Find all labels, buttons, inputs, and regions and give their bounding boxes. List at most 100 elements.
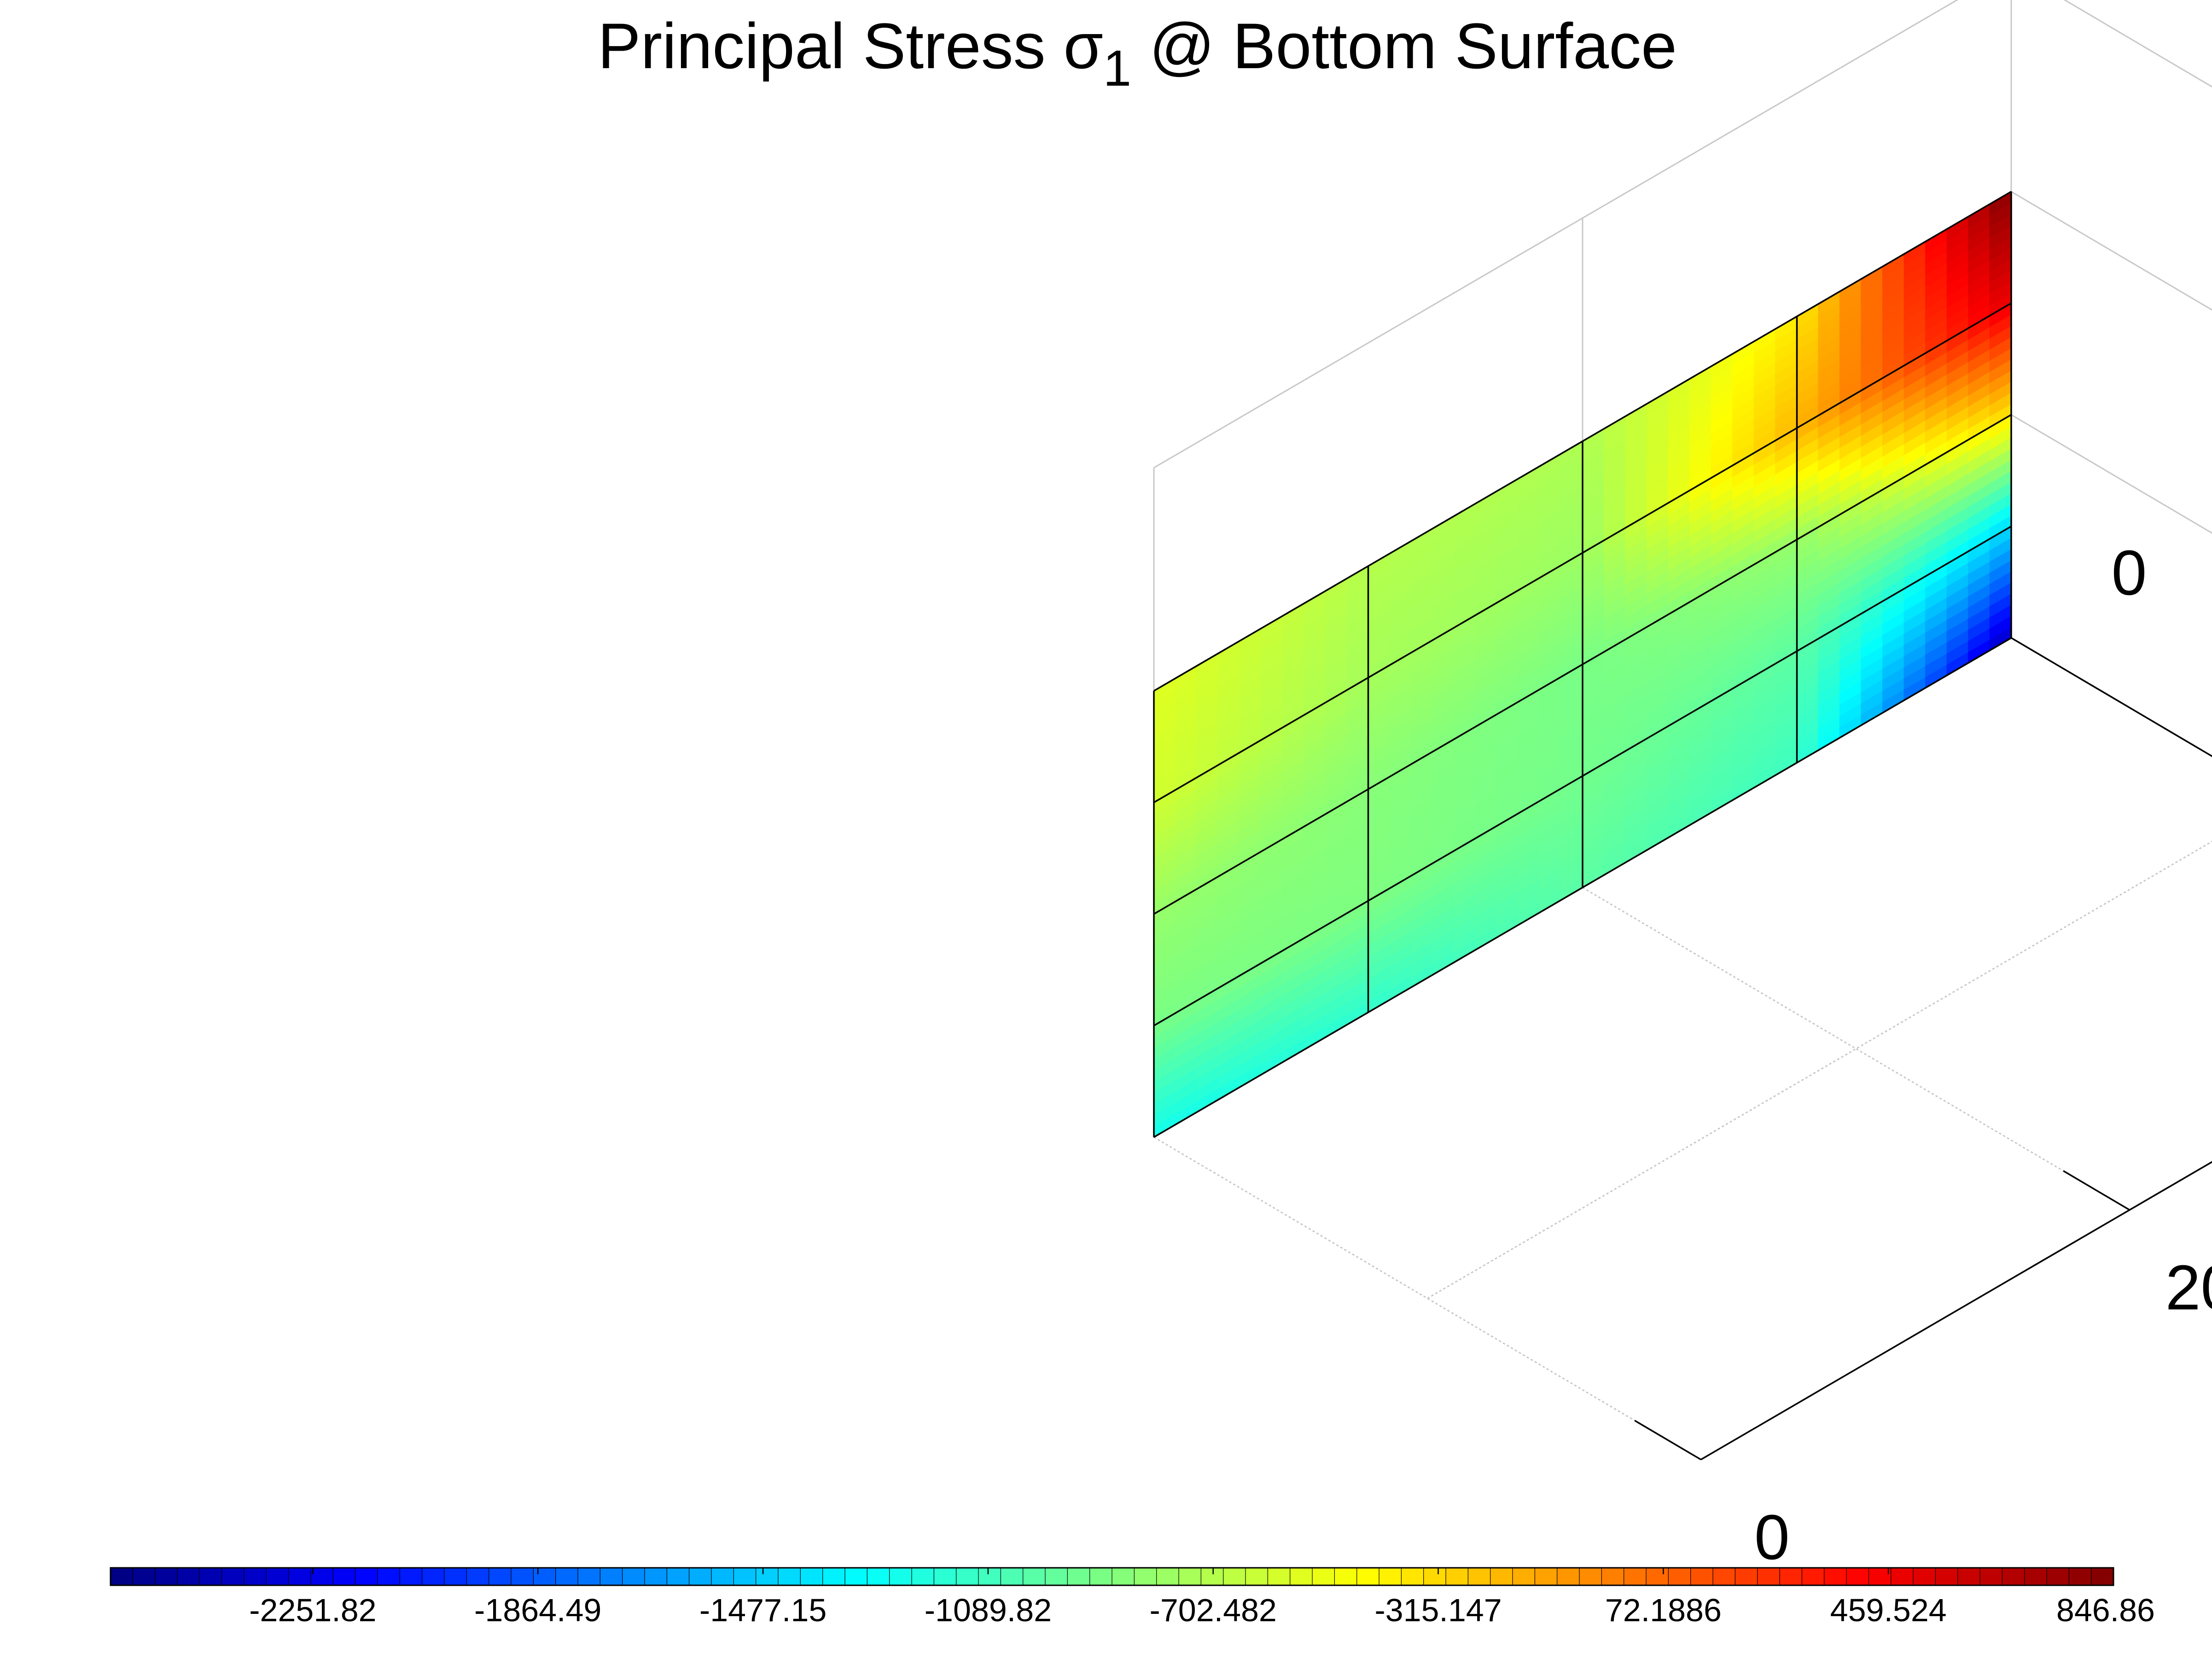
colorbar-segment — [1112, 1567, 1135, 1586]
wall-grid-line — [2063, 0, 2212, 88]
colorbar-segment — [1223, 1567, 1246, 1586]
colorbar-segment — [1089, 1567, 1113, 1586]
colorbar-segment — [1979, 1567, 2003, 1586]
colorbar-segment — [1846, 1567, 1869, 1586]
colorbar-frame — [110, 1567, 2114, 1586]
colorbar-segment — [1156, 1567, 1180, 1586]
chart-title-subscript: 1 — [1103, 40, 1131, 97]
colorbar-segment — [555, 1567, 579, 1586]
colorbar-segment — [1401, 1567, 1424, 1586]
colorbar-segment — [1690, 1567, 1714, 1586]
colorbar-segment — [1312, 1567, 1335, 1586]
colorbar-segment — [355, 1567, 378, 1586]
colorbar-segment — [1779, 1567, 1803, 1586]
colorbar-segment — [377, 1567, 401, 1586]
colorbar-segment — [822, 1567, 846, 1586]
colorbar-tick-label: -702.482 — [1150, 1592, 1277, 1628]
x-tick-label: 0 — [2112, 537, 2147, 608]
colorbar-segment — [533, 1567, 556, 1586]
colorbar-segment — [733, 1567, 757, 1586]
colorbar-segment — [332, 1567, 356, 1586]
colorbar-segment — [2046, 1567, 2070, 1586]
colorbar-segment — [756, 1567, 779, 1586]
colorbar-segment — [110, 1567, 134, 1586]
x-axis-line — [2011, 637, 2212, 757]
colorbar-segment — [956, 1567, 979, 1586]
colorbar-tick-label: 846.86 — [2056, 1592, 2155, 1628]
colorbar-tick-label: -1864.49 — [474, 1592, 601, 1628]
colorbar-segment — [1668, 1567, 1691, 1586]
colorbar-segment — [1000, 1567, 1024, 1586]
colorbar-segment — [244, 1567, 267, 1586]
colorbar-segment — [1534, 1567, 1558, 1586]
colorbar-tick-label: 459.524 — [1830, 1592, 1947, 1628]
colorbar-tick-label: -1089.82 — [925, 1592, 1052, 1628]
y-tick-label: 0 — [1754, 1502, 1790, 1573]
colorbar-segment — [310, 1567, 334, 1586]
colorbar-segment — [1178, 1567, 1202, 1586]
colorbar-segment — [132, 1567, 156, 1586]
colorbar-segment — [2024, 1567, 2048, 1586]
y-axis-line — [1700, 1161, 2212, 1460]
mesh-line — [1153, 191, 2012, 692]
colorbar-segment — [1023, 1567, 1046, 1586]
chart-title: Principal Stress σ1 @ Bottom Surface — [598, 10, 1677, 97]
colorbar-segment — [399, 1567, 423, 1586]
colorbar-segment — [689, 1567, 712, 1586]
colorbar-segment — [1512, 1567, 1536, 1586]
mesh-line — [1153, 414, 2012, 915]
colorbar-segment — [666, 1567, 690, 1586]
colorbar-segment — [889, 1567, 913, 1586]
colorbar-segment — [644, 1567, 668, 1586]
stress-surface — [1153, 191, 2012, 1138]
chart-title-symbol: σ — [1064, 10, 1103, 82]
colorbar-segment — [1245, 1567, 1269, 1586]
colorbar-segment — [1935, 1567, 1958, 1586]
colorbar: -2251.82 -1864.49 -1477.15 -1089.82 -702.482… — [110, 1567, 2155, 1628]
colorbar-segment — [600, 1567, 623, 1586]
colorbar-segment — [1868, 1567, 1892, 1586]
colorbar-segment — [1423, 1567, 1447, 1586]
mesh-line — [1153, 637, 2012, 1138]
colorbar-segment — [1913, 1567, 1936, 1586]
colorbar-segment — [778, 1567, 801, 1586]
colorbar-segment — [800, 1567, 823, 1586]
colorbar-segment — [1356, 1567, 1380, 1586]
colorbar-segment — [1579, 1567, 1602, 1586]
wall-grid-line — [2011, 637, 2212, 757]
chart-title-group: Principal Stress σ1 @ Bottom Surface — [598, 10, 1677, 97]
colorbar-segment — [577, 1567, 601, 1586]
colorbar-segment — [622, 1567, 646, 1586]
colorbar-segment — [155, 1567, 178, 1586]
colorbar-segment — [933, 1567, 957, 1586]
colorbar-segment — [466, 1567, 489, 1586]
colorbar-segment — [978, 1567, 1001, 1586]
colorbar-segment — [1445, 1567, 1469, 1586]
colorbar-segment — [422, 1567, 445, 1586]
floor-grid-line — [1582, 887, 2130, 1211]
colorbar-segment — [199, 1567, 222, 1586]
colorbar-tick-label: 72.1886 — [1605, 1592, 1722, 1628]
chart-title-prefix: Principal Stress — [598, 10, 1063, 82]
colorbar-tick-label: -1477.15 — [699, 1592, 827, 1628]
colorbar-segment — [1334, 1567, 1357, 1586]
colorbar-segment — [711, 1567, 734, 1586]
colorbar-segment — [511, 1567, 534, 1586]
mesh-line — [1153, 302, 2012, 803]
colorbar-segment — [1379, 1567, 1402, 1586]
colorbar-segment — [1467, 1567, 1491, 1586]
y-tick — [2063, 1170, 2130, 1211]
colorbar-segment — [1824, 1567, 1847, 1586]
floor-grid-line — [1700, 1161, 2212, 1460]
colorbar-segment — [2068, 1567, 2092, 1586]
floor-grid-line — [2011, 637, 2212, 757]
colorbar-segment — [1891, 1567, 1914, 1586]
colorbar-segment — [1712, 1567, 1736, 1586]
colorbar-segment — [911, 1567, 935, 1586]
colorbar-segment — [1757, 1567, 1781, 1586]
colorbar-tick-label: -2251.82 — [249, 1592, 376, 1628]
colorbar-segment — [444, 1567, 467, 1586]
mesh-line — [1153, 526, 2012, 1027]
wall-grid-line — [2011, 191, 2212, 311]
colorbar-segment — [1801, 1567, 1825, 1586]
